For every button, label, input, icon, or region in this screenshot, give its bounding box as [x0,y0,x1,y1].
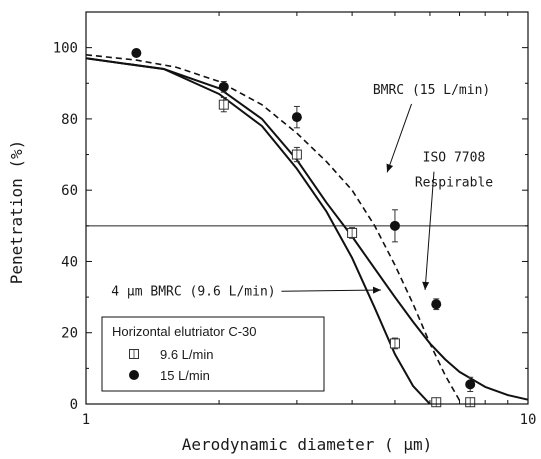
curve-1 [85,57,529,401]
x-axis-title: Aerodynamic diameter ( μm) [182,435,432,454]
arrow-head [422,281,430,290]
point-15-lpm [218,81,229,92]
annotation-arrow [424,171,435,291]
point-15-lpm [389,220,400,231]
annotation-label: BMRC (15 L/min) [373,83,490,98]
point-15-lpm [465,379,476,390]
arrow-head [386,163,394,173]
annotation-label: Respirable [415,176,493,191]
x-tick-label: 1 [82,412,90,428]
point-15-lpm [291,112,302,123]
plot-frame [85,11,529,405]
arrow-head [372,286,382,294]
annotation-label: ISO 7708 [423,151,486,166]
annotation-label: 4 μm BMRC (9.6 L/min) [111,284,275,299]
legend-entry-label: 15 L/min [160,368,210,383]
legend-title: Horizontal elutriator C-30 [112,324,257,339]
y-tick-label: 0 [70,397,78,413]
legend: Horizontal elutriator C-30 9.6 L/min 15 L/… [101,316,325,392]
y-tick-label: 80 [61,112,78,128]
point-15-lpm [131,47,142,58]
curve-0 [85,54,461,401]
annotations: BMRC (15 L/min) ISO 7708 Respirable 4 μm BM… [111,83,493,299]
annotation-arrow [281,289,382,292]
legend-entry-label: 9.6 L/min [160,347,213,362]
y-tick-label: 40 [61,254,78,270]
x-tick-label: 10 [520,412,537,428]
point-15-lpm [431,299,442,310]
annotation-arrow [386,103,413,173]
y-tick-label: 100 [53,41,78,57]
curve-2 [85,57,431,405]
y-tick-label: 20 [61,326,78,342]
plot-area [85,47,529,408]
axes: 0 20 40 60 80 100 1 10 [53,11,537,428]
y-tick-label: 60 [61,183,78,199]
y-axis-title: Penetration (%) [7,140,26,285]
legend-marker-15-lpm [129,370,139,380]
